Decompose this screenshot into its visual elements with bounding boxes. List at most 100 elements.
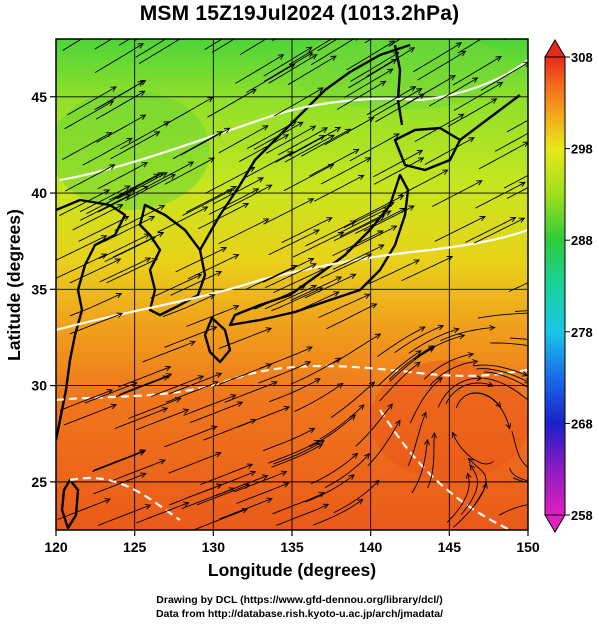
streamline-arrow — [187, 161, 195, 167]
streamline — [319, 404, 365, 440]
streamline — [186, 305, 239, 327]
streamline — [355, 403, 393, 447]
streamline — [112, 232, 164, 258]
streamline-arrow — [212, 381, 220, 387]
streamline-arrow — [337, 382, 344, 389]
streamline — [104, 236, 156, 263]
streamline — [263, 198, 314, 225]
streamline — [165, 381, 219, 403]
streamline — [190, 401, 243, 424]
streamline — [274, 87, 324, 117]
streamline — [512, 477, 528, 484]
streamline-arrow — [297, 121, 304, 128]
isotherm — [56, 228, 528, 332]
streamline — [92, 450, 145, 473]
streamline — [333, 479, 380, 514]
streamline — [268, 378, 321, 403]
streamline — [93, 473, 146, 495]
streamline-arrow — [153, 173, 160, 179]
streamline-arrow — [458, 333, 466, 340]
streamline — [284, 134, 335, 163]
streamline-arrow — [472, 359, 479, 365]
streamline-arrow — [310, 263, 317, 269]
streamline — [118, 366, 171, 388]
streamline-arrow — [288, 63, 296, 70]
streamline — [78, 215, 129, 242]
streamline-arrow — [122, 215, 130, 222]
streamline — [263, 46, 313, 77]
x-tick-label: 130 — [202, 539, 226, 555]
streamline — [236, 406, 290, 428]
streamline-arrow — [207, 96, 214, 103]
x-axis-label: Longitude (degrees) — [208, 560, 376, 580]
streamline-arrow — [416, 88, 423, 94]
streamline — [401, 256, 453, 282]
streamline — [428, 77, 478, 107]
streamline — [69, 293, 122, 317]
isotherms — [56, 59, 528, 530]
streamline — [287, 55, 337, 86]
streamline-arrow — [241, 508, 249, 514]
streamline — [379, 361, 421, 402]
streamline — [170, 271, 222, 296]
streamline-arrow — [500, 24, 506, 29]
streamline — [59, 389, 113, 411]
honshu-coast — [228, 173, 410, 327]
streamline — [218, 363, 272, 385]
streamline — [97, 186, 149, 213]
streamline — [69, 313, 123, 335]
y-tick-label: 40 — [31, 185, 47, 201]
streamline — [221, 184, 272, 212]
streamline-arrow — [449, 74, 456, 81]
streamline-arrow — [536, 470, 542, 475]
streamline — [440, 327, 495, 342]
streamline-arrow — [327, 164, 335, 170]
streamline — [235, 54, 284, 84]
streamline-arrow — [262, 125, 269, 131]
streamline — [476, 368, 528, 383]
streamline-arrow — [330, 55, 337, 62]
streamline-arrow — [465, 472, 472, 479]
streamline-arrow — [539, 124, 545, 129]
streamline-arrow — [467, 457, 474, 464]
streamline — [292, 231, 344, 258]
streamline — [92, 449, 146, 471]
streamline-arrow — [139, 90, 146, 97]
streamline-arrow — [162, 375, 170, 381]
streamline — [343, 201, 395, 229]
streamline-arrow — [392, 52, 400, 58]
streamline-arrow — [328, 134, 335, 141]
streamline-arrow — [383, 207, 390, 213]
streamline — [59, 189, 110, 217]
streamline — [175, 247, 227, 273]
streamline — [320, 157, 371, 185]
streamline-arrow — [370, 303, 378, 309]
colorbar-tick-label: 258 — [571, 508, 593, 523]
streamline-arrow — [106, 389, 114, 395]
streamline — [506, 187, 528, 199]
streamline — [204, 39, 223, 50]
streamline-arrow — [216, 131, 223, 137]
streamline-arrow — [215, 451, 222, 458]
streamline-arrow — [455, 42, 463, 48]
streamline-arrow — [364, 157, 372, 163]
streamline-arrow — [468, 137, 475, 143]
streamline — [367, 420, 401, 467]
streamline-arrow — [313, 439, 321, 446]
streamline-arrow — [282, 25, 288, 30]
streamline — [452, 483, 487, 528]
streamline-arrow — [246, 463, 254, 469]
streamline — [434, 215, 486, 242]
streamline — [366, 86, 416, 116]
streamline — [366, 47, 415, 77]
streamline-arrow — [103, 189, 110, 195]
streamline — [503, 174, 528, 189]
streamline — [437, 377, 482, 408]
streamline-arrow — [390, 58, 398, 65]
streamline — [271, 287, 323, 312]
streamline — [305, 220, 356, 247]
streamline — [272, 492, 325, 515]
streamline-arrow — [139, 79, 147, 86]
colorbar-tick-label: 278 — [571, 325, 593, 340]
streamline — [262, 427, 315, 452]
